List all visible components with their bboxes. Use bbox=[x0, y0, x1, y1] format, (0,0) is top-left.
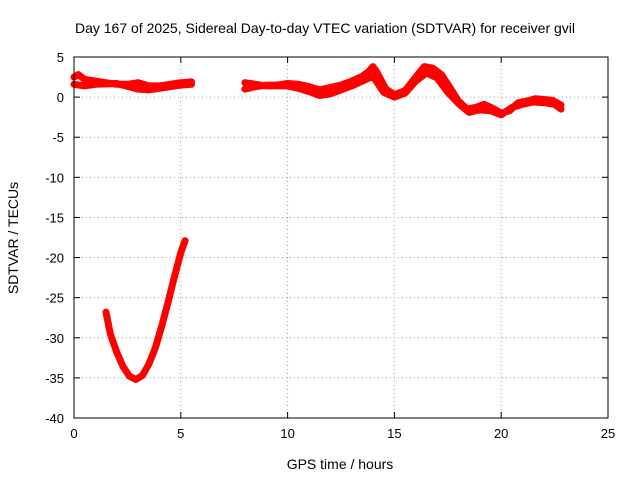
x-tick-label: 10 bbox=[280, 426, 294, 441]
grid-lines bbox=[74, 57, 608, 418]
series-line bbox=[70, 80, 195, 94]
y-tick-label: -30 bbox=[45, 331, 64, 346]
y-tick-label: -40 bbox=[45, 411, 64, 426]
x-tick-label: 5 bbox=[177, 426, 184, 441]
series-line bbox=[102, 237, 189, 383]
x-tick-label: 20 bbox=[494, 426, 508, 441]
plot-frame bbox=[73, 56, 609, 419]
x-tick-label: 15 bbox=[387, 426, 401, 441]
series-line bbox=[241, 69, 565, 119]
x-axis-label: GPS time / hours bbox=[287, 456, 394, 472]
axis-ticks bbox=[73, 56, 609, 419]
y-tick-label: -10 bbox=[45, 170, 64, 185]
y-axis-label: SDTVAR / TECUs bbox=[5, 182, 21, 294]
y-tick-label: 0 bbox=[57, 90, 64, 105]
x-tick-label: 25 bbox=[601, 426, 615, 441]
y-tick-label: -15 bbox=[45, 210, 64, 225]
y-tick-label: -20 bbox=[45, 251, 64, 266]
data-series-layer bbox=[70, 63, 565, 383]
y-tick-label: 5 bbox=[57, 50, 64, 65]
y-tick-label: -25 bbox=[45, 291, 64, 306]
x-tick-label: 0 bbox=[70, 426, 77, 441]
chart-title: Day 167 of 2025, Sidereal Day-to-day VTE… bbox=[75, 20, 575, 36]
y-tick-label: -35 bbox=[45, 371, 64, 386]
y-tick-label: -5 bbox=[52, 130, 64, 145]
tick-labels: 0 5 10 15 20 25 5 0 -5 -10 -15 -20 -25 -30 -35 -40 bbox=[45, 50, 615, 441]
